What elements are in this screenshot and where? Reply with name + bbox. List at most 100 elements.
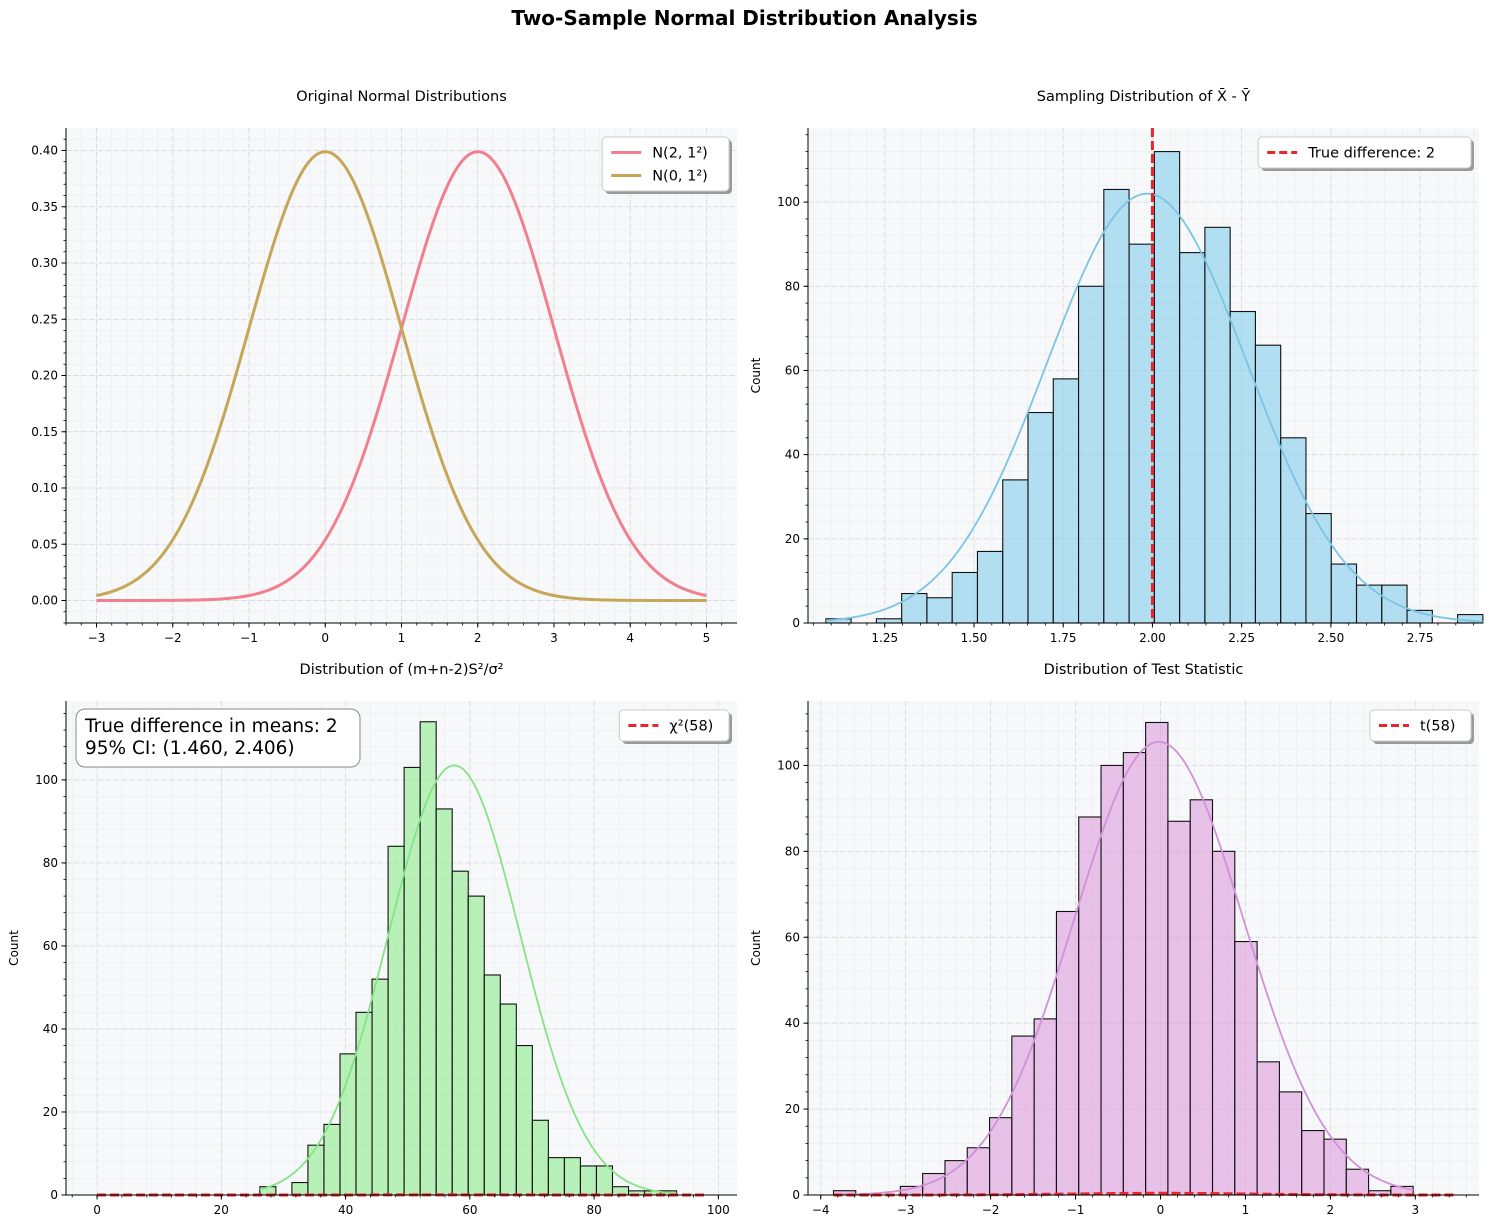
pdf-curve-n0 [96, 150, 707, 602]
y-axis-label: Count [749, 930, 763, 966]
y-tick-label: 40 [785, 448, 800, 462]
y-tick-label: 20 [785, 1102, 800, 1116]
legend-label: N(2, 1²) [652, 146, 708, 162]
y-tick-label: 60 [43, 939, 58, 953]
histogram-bar [976, 550, 1004, 624]
legend-label: χ²(58) [669, 719, 713, 735]
histogram-bar [1078, 816, 1102, 1196]
histogram-bar [1167, 820, 1191, 1196]
x-tick-label: −2 [164, 631, 182, 645]
y-tick-label: 0.05 [31, 537, 58, 551]
legend-box [618, 709, 730, 742]
panel-title: Distribution of (m+n-2)S²/σ² [300, 662, 504, 678]
y-tick-label: 80 [785, 844, 800, 858]
y-tick-label: 60 [785, 930, 800, 944]
histogram-bars [825, 151, 1484, 624]
y-tick-label: 80 [43, 856, 58, 870]
x-tick-label: 80 [586, 1203, 601, 1217]
x-tick-label: −3 [88, 631, 106, 645]
panel-title: Sampling Distribution of X̄ - Ȳ [1037, 87, 1251, 105]
x-tick-label: 1.50 [961, 631, 988, 645]
legend-label: N(0, 1²) [652, 169, 708, 185]
x-tick-label: 2 [1327, 1203, 1335, 1217]
histogram-bar [1011, 1035, 1035, 1196]
y-tick-label: 0 [50, 1188, 58, 1202]
histogram-bar [1179, 252, 1206, 624]
y-tick-label: 0 [792, 1188, 800, 1202]
y-tick-label: 0 [792, 616, 800, 630]
histogram-bar [1229, 310, 1256, 624]
x-tick-label: −3 [897, 1203, 915, 1217]
histogram-bar [1381, 584, 1408, 624]
y-tick-label: 40 [785, 1016, 800, 1030]
legend-label: True difference: 2 [1307, 146, 1435, 162]
legend: χ²(58) [618, 709, 732, 744]
histogram-bar [1234, 941, 1258, 1196]
figure-title: Two-Sample Normal Distribution Analysis [511, 6, 978, 30]
x-tick-label: 100 [707, 1203, 730, 1217]
x-tick-label: 2.25 [1228, 631, 1255, 645]
histogram-bar [1211, 850, 1236, 1196]
histogram-bar [901, 592, 928, 624]
ci-annotation: True difference in means: 295% CI: (1.46… [75, 708, 361, 768]
x-tick-label: 20 [214, 1203, 229, 1217]
x-tick-label: 1.25 [871, 631, 898, 645]
x-tick-label: 2 [474, 631, 482, 645]
histogram-bar [1301, 1130, 1325, 1196]
x-tick-label: 3 [550, 631, 558, 645]
y-tick-label: 0.25 [31, 312, 58, 326]
annotation-line: 95% CI: (1.460, 2.406) [85, 738, 295, 759]
y-tick-label: 0.00 [31, 594, 58, 608]
histogram-bar [1002, 479, 1029, 624]
x-tick-label: −1 [240, 631, 258, 645]
y-tick-label: 80 [785, 279, 800, 293]
x-tick-label: 2.50 [1318, 631, 1345, 645]
annotation-box [75, 708, 361, 768]
histogram-bar [944, 1160, 968, 1196]
histogram-bar [1122, 751, 1147, 1196]
histogram-bar [1100, 764, 1124, 1196]
y-tick-label: 0.40 [31, 144, 58, 158]
kde-curve [259, 764, 677, 1195]
histogram-bar [1323, 1138, 1347, 1196]
y-tick-label: 0.30 [31, 256, 58, 270]
x-tick-label: 40 [338, 1203, 353, 1217]
y-tick-label: 20 [43, 1105, 58, 1119]
histogram-bar [1278, 1091, 1303, 1196]
y-tick-label: 100 [777, 195, 800, 209]
x-tick-label: 1.75 [1050, 631, 1077, 645]
y-tick-label: 0.35 [31, 200, 58, 214]
x-tick-label: 1 [1242, 1203, 1250, 1217]
y-axis-label: Count [7, 930, 21, 966]
y-tick-label: 60 [785, 363, 800, 377]
histogram-bar [1145, 721, 1169, 1196]
x-tick-label: −4 [812, 1203, 830, 1217]
histogram-bar [1345, 1168, 1370, 1196]
y-tick-label: 100 [777, 758, 800, 772]
x-tick-label: 3 [1411, 1203, 1419, 1217]
histogram-bar [1077, 285, 1105, 624]
y-tick-label: 100 [35, 773, 58, 787]
y-tick-label: 40 [43, 1022, 58, 1036]
histogram-bars [832, 721, 1414, 1196]
annotation-line: True difference in means: 2 [84, 716, 338, 737]
legend-box [1369, 709, 1472, 742]
panel-title: Original Normal Distributions [296, 89, 507, 105]
x-tick-label: 2.00 [1139, 631, 1166, 645]
x-tick-label: 2.75 [1407, 631, 1434, 645]
y-tick-label: 20 [785, 532, 800, 546]
y-tick-label: 0.20 [31, 369, 58, 383]
legend-label: t(58) [1420, 719, 1455, 735]
x-tick-label: 4 [626, 631, 634, 645]
y-axis-label: Count [749, 357, 763, 393]
x-tick-label: −2 [982, 1203, 1000, 1217]
x-tick-label: 0 [321, 631, 329, 645]
y-tick-label: 0.10 [31, 481, 58, 495]
histogram-bar [1055, 910, 1080, 1196]
histogram-bar [1189, 799, 1214, 1196]
x-tick-label: 5 [703, 631, 711, 645]
